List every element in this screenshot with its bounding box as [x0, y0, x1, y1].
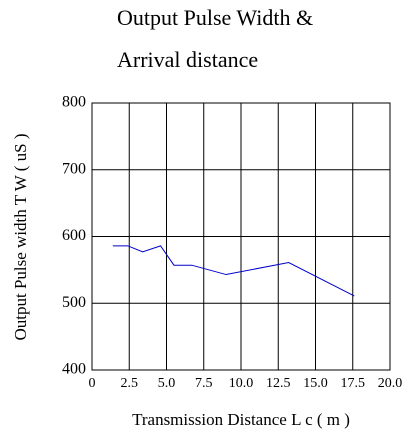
x-tick-label: 20.0: [378, 376, 403, 391]
y-tick-label: 500: [62, 294, 86, 311]
x-tick-label: 7.5: [195, 376, 213, 391]
y-tick-label: 400: [62, 361, 86, 378]
x-tick-label: 2.5: [121, 376, 139, 391]
x-axis-label: Transmission Distance L c ( m ): [132, 410, 350, 429]
y-axis-label: Output Pulse width T W ( uS ): [11, 133, 30, 340]
x-tick-label: 15.0: [303, 376, 328, 391]
y-tick-label: 600: [62, 227, 86, 244]
x-tick-label: 17.5: [341, 376, 366, 391]
data-line: [112, 245, 355, 297]
x-tick-label: 10.0: [229, 376, 254, 391]
x-tick-label: 12.5: [266, 376, 291, 391]
chart-title: Arrival distance: [117, 47, 258, 72]
plot-frame: [91, 102, 391, 371]
x-tick-label: 0: [89, 376, 96, 391]
y-tick-label: 800: [62, 94, 86, 111]
y-tick-label: 700: [62, 160, 86, 177]
x-tick-label: 5.0: [158, 376, 176, 391]
chart-title: Output Pulse Width &: [117, 5, 313, 30]
